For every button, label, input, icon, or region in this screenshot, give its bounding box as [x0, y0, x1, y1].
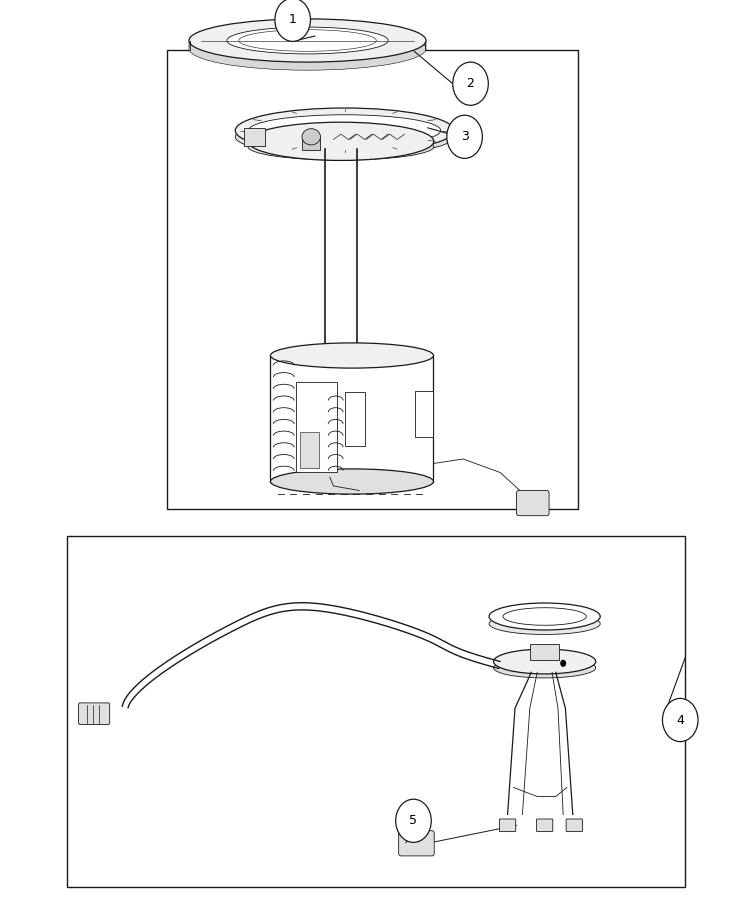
Ellipse shape: [235, 108, 453, 153]
Ellipse shape: [270, 469, 433, 494]
FancyBboxPatch shape: [530, 644, 559, 660]
FancyBboxPatch shape: [499, 819, 516, 832]
Circle shape: [560, 660, 566, 667]
FancyBboxPatch shape: [245, 128, 265, 146]
Ellipse shape: [248, 122, 433, 160]
Ellipse shape: [503, 608, 586, 625]
FancyBboxPatch shape: [345, 392, 365, 446]
Text: 3: 3: [461, 130, 468, 143]
FancyBboxPatch shape: [536, 819, 553, 832]
Ellipse shape: [494, 649, 596, 674]
Ellipse shape: [489, 613, 600, 634]
Ellipse shape: [235, 118, 453, 156]
Ellipse shape: [189, 27, 426, 70]
Text: 5: 5: [410, 814, 417, 827]
Circle shape: [396, 799, 431, 842]
FancyBboxPatch shape: [566, 819, 582, 832]
Text: 2: 2: [467, 77, 474, 90]
Ellipse shape: [189, 22, 426, 65]
FancyBboxPatch shape: [516, 491, 549, 516]
Text: 1: 1: [289, 14, 296, 26]
Circle shape: [453, 62, 488, 105]
FancyBboxPatch shape: [399, 831, 434, 856]
FancyBboxPatch shape: [415, 392, 433, 436]
Ellipse shape: [270, 343, 433, 368]
Ellipse shape: [302, 129, 321, 145]
Circle shape: [447, 115, 482, 158]
Ellipse shape: [248, 114, 441, 146]
Circle shape: [662, 698, 698, 742]
Ellipse shape: [489, 603, 600, 630]
Circle shape: [275, 0, 310, 41]
Ellipse shape: [248, 133, 433, 160]
FancyBboxPatch shape: [300, 432, 319, 468]
Ellipse shape: [227, 27, 388, 54]
FancyBboxPatch shape: [79, 703, 110, 724]
Ellipse shape: [239, 30, 376, 51]
FancyBboxPatch shape: [302, 137, 320, 150]
FancyBboxPatch shape: [67, 536, 685, 886]
Ellipse shape: [494, 658, 596, 678]
Text: 4: 4: [677, 714, 684, 726]
FancyBboxPatch shape: [296, 382, 337, 472]
Ellipse shape: [189, 24, 426, 68]
Ellipse shape: [189, 19, 426, 62]
FancyBboxPatch shape: [167, 50, 578, 508]
